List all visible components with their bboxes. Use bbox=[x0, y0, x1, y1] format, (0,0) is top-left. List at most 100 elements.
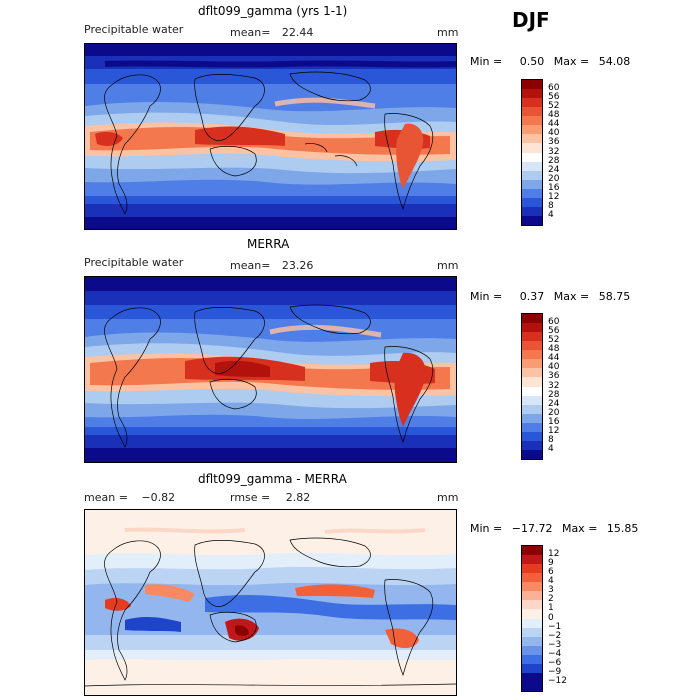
colorbar-swatch bbox=[522, 143, 542, 153]
colorbar-swatch bbox=[522, 188, 542, 198]
colorbar-swatch bbox=[522, 564, 542, 574]
panel2-max-value: 58.75 bbox=[598, 290, 631, 303]
panel2-colorbar-ticks: 60 56 52 48 44 40 36 32 28 24 20 16 12 8 4 bbox=[548, 313, 588, 460]
colorbar-swatch bbox=[522, 636, 542, 646]
panel1-min-value: 0.50 bbox=[519, 55, 545, 68]
colorbar-tick-label: 16 bbox=[548, 182, 560, 193]
colorbar-swatch bbox=[522, 350, 542, 360]
colorbar-tick-label: 36 bbox=[548, 371, 560, 382]
panel1-colorbar-ticks: 60 56 52 48 44 40 36 32 28 24 20 16 12 8 4 bbox=[548, 79, 588, 226]
panel2-units: mm bbox=[437, 259, 459, 272]
colorbar-swatch bbox=[522, 134, 542, 144]
panel1-min-label: Min = bbox=[470, 55, 503, 68]
colorbar-swatch bbox=[522, 98, 542, 108]
season-label: DJF bbox=[512, 8, 550, 32]
panel1-units: mm bbox=[437, 26, 459, 39]
colorbar-swatch bbox=[522, 215, 542, 225]
colorbar-swatch bbox=[522, 368, 542, 378]
colorbar-tick-label: 6 bbox=[548, 567, 554, 578]
panel3-max-value: 15.85 bbox=[606, 522, 639, 535]
panel3-mean-value: −0.82 bbox=[141, 491, 176, 504]
panel2-min-label: Min = bbox=[470, 290, 503, 303]
colorbar-swatch bbox=[522, 546, 542, 556]
colorbar-tick-label: −9 bbox=[548, 666, 562, 677]
colorbar-swatch bbox=[522, 89, 542, 99]
colorbar-swatch bbox=[522, 413, 542, 423]
colorbar-tick-label: 4 bbox=[548, 209, 554, 220]
colorbar-tick-label: −6 bbox=[548, 657, 562, 668]
colorbar-swatch bbox=[522, 152, 542, 162]
panel3-title: dflt099_gamma - MERRA bbox=[198, 472, 347, 486]
panel3-min-value: −17.72 bbox=[511, 522, 553, 535]
colorbar-tick-label: 24 bbox=[548, 164, 560, 175]
colorbar-swatch bbox=[522, 323, 542, 333]
colorbar-swatch bbox=[522, 600, 542, 610]
colorbar-swatch bbox=[522, 404, 542, 414]
panel3-max-label: Max = bbox=[561, 522, 598, 535]
panel2-max-label: Max = bbox=[553, 290, 590, 303]
panel2-variable-label: Precipitable water bbox=[84, 256, 184, 269]
colorbar-swatch bbox=[522, 197, 542, 207]
panel2-min-value: 0.37 bbox=[519, 290, 545, 303]
colorbar-swatch bbox=[522, 341, 542, 351]
colorbar-swatch bbox=[522, 179, 542, 189]
panel3-rmse-value: 2.82 bbox=[285, 491, 311, 504]
colorbar-tick-label: 8 bbox=[548, 200, 554, 211]
colorbar-swatch bbox=[522, 440, 542, 450]
colorbar-tick-label: 44 bbox=[548, 119, 560, 130]
panel1-variable-label: Precipitable water bbox=[84, 23, 184, 36]
panel2-map-field bbox=[85, 277, 456, 462]
colorbar-tick-label: 3 bbox=[548, 585, 554, 596]
colorbar-swatch bbox=[522, 125, 542, 135]
colorbar-swatch bbox=[522, 431, 542, 441]
colorbar-tick-label: 48 bbox=[548, 110, 560, 121]
panel1-colorbar bbox=[521, 79, 543, 226]
panel1-mean-value: 22.44 bbox=[281, 26, 314, 39]
colorbar-swatch bbox=[522, 332, 542, 342]
colorbar-swatch bbox=[522, 672, 542, 682]
colorbar-swatch bbox=[522, 654, 542, 664]
colorbar-swatch bbox=[522, 395, 542, 405]
colorbar-swatch bbox=[522, 663, 542, 673]
panel3-units: mm bbox=[437, 491, 459, 504]
colorbar-tick-label: 36 bbox=[548, 137, 560, 148]
colorbar-swatch bbox=[522, 422, 542, 432]
colorbar-tick-label: 56 bbox=[548, 92, 560, 103]
colorbar-tick-label: 56 bbox=[548, 326, 560, 337]
colorbar-tick-label: 4 bbox=[548, 443, 554, 454]
panel3-colorbar bbox=[521, 545, 543, 692]
colorbar-tick-label: 9 bbox=[548, 558, 554, 569]
colorbar-tick-label: 20 bbox=[548, 173, 560, 184]
colorbar-swatch bbox=[522, 555, 542, 565]
colorbar-tick-label: 12 bbox=[548, 425, 560, 436]
panel1-map bbox=[84, 43, 457, 230]
colorbar-tick-label: 1 bbox=[548, 603, 554, 614]
panel3-mean-label: mean = bbox=[84, 491, 128, 504]
colorbar-tick-label: 20 bbox=[548, 407, 560, 418]
panel1-map-field bbox=[85, 44, 456, 229]
colorbar-swatch bbox=[522, 681, 542, 691]
colorbar-tick-label: 40 bbox=[548, 362, 560, 373]
colorbar-swatch bbox=[522, 591, 542, 601]
colorbar-tick-label: 40 bbox=[548, 128, 560, 139]
panel1-mean-label: mean= bbox=[230, 26, 271, 39]
colorbar-swatch bbox=[522, 609, 542, 619]
colorbar-tick-label: 28 bbox=[548, 389, 560, 400]
colorbar-tick-label: 0 bbox=[548, 612, 554, 623]
colorbar-swatch bbox=[522, 314, 542, 324]
colorbar-tick-label: 2 bbox=[548, 594, 554, 605]
colorbar-tick-label: 12 bbox=[548, 549, 560, 560]
panel3-rmse-label: rmse = bbox=[230, 491, 271, 504]
colorbar-tick-label: 16 bbox=[548, 416, 560, 427]
colorbar-tick-label: 12 bbox=[548, 191, 560, 202]
colorbar-tick-label: 52 bbox=[548, 101, 560, 112]
panel1-title: dflt099_gamma (yrs 1-1) bbox=[198, 4, 348, 18]
colorbar-tick-label: −4 bbox=[548, 648, 562, 659]
colorbar-swatch bbox=[522, 582, 542, 592]
colorbar-tick-label: 32 bbox=[548, 380, 560, 391]
colorbar-tick-label: 60 bbox=[548, 317, 560, 328]
colorbar-tick-label: 60 bbox=[548, 83, 560, 94]
panel3-min-label: Min = bbox=[470, 522, 503, 535]
colorbar-tick-label: −2 bbox=[548, 630, 562, 641]
panel2-title: MERRA bbox=[247, 237, 290, 251]
